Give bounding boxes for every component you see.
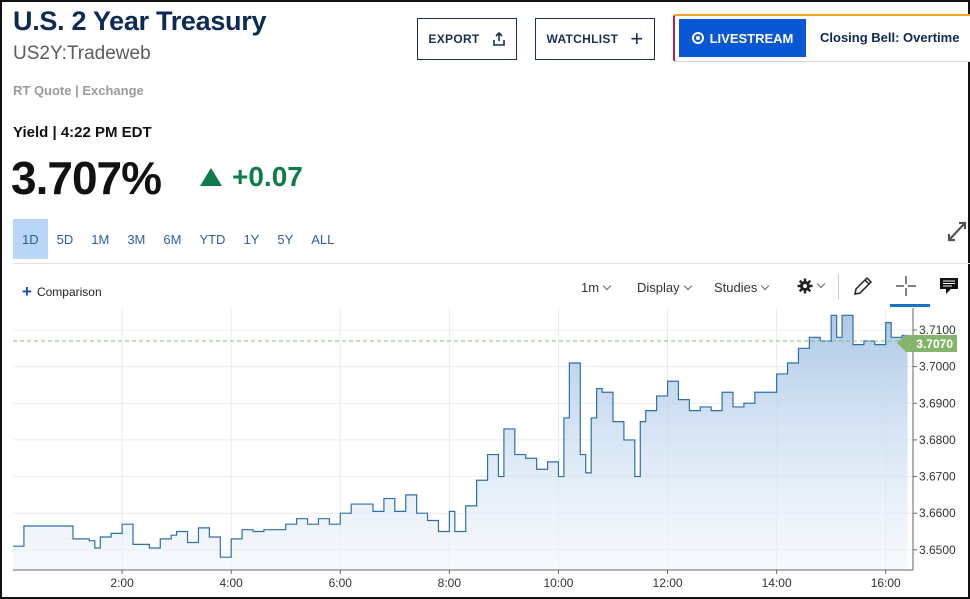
range-3m[interactable]: 3M: [127, 231, 146, 247]
interval-dropdown[interactable]: 1m: [581, 280, 612, 295]
current-yield: 3.707%: [11, 152, 162, 204]
interval-label: 1m: [581, 280, 600, 295]
page-title: U.S. 2 Year Treasury: [13, 6, 267, 36]
range-ytd[interactable]: YTD: [199, 231, 226, 247]
livestream-show-title[interactable]: Closing Bell: Overtime: [820, 30, 960, 45]
y-tick-label-2: 3.6700: [919, 470, 956, 484]
y-tick-label-5: 3.7000: [919, 360, 956, 374]
range-1m[interactable]: 1M: [91, 231, 110, 247]
display-dropdown[interactable]: Display: [637, 280, 692, 295]
toolbar-separator: [838, 274, 839, 300]
watchlist-button[interactable]: WATCHLIST +: [535, 18, 655, 60]
range-5d[interactable]: 5D: [56, 231, 74, 247]
crosshair-active-indicator: [890, 304, 930, 307]
comparison-label: Comparison: [36, 285, 102, 299]
studies-dropdown[interactable]: Studies: [714, 280, 770, 295]
range-all[interactable]: ALL: [311, 231, 335, 247]
watchlist-label: WATCHLIST: [546, 32, 619, 46]
y-tick-label-6: 3.7100: [919, 323, 956, 337]
range-6m[interactable]: 6M: [163, 231, 182, 247]
range-5y[interactable]: 5Y: [277, 231, 294, 247]
crosshair-icon[interactable]: [895, 275, 917, 297]
gear-icon: [797, 278, 813, 294]
x-tick-label-6: 14:00: [762, 576, 792, 590]
comment-icon[interactable]: [939, 277, 959, 295]
export-icon: [492, 32, 505, 46]
x-tick-label-4: 10:00: [543, 576, 573, 590]
y-tick-label-1: 3.6600: [919, 506, 956, 520]
studies-label: Studies: [714, 280, 758, 295]
settings-dropdown[interactable]: [797, 278, 826, 294]
chevron-down-icon: [761, 281, 770, 290]
toolbar-divider: [13, 263, 970, 264]
x-tick-label-7: 16:00: [871, 576, 901, 590]
change-indicator: +0.07: [200, 161, 303, 193]
plus-icon: +: [630, 26, 644, 51]
livestream-label: LIVESTREAM: [709, 30, 794, 46]
plus-icon: +: [22, 282, 32, 301]
live-radio-icon: [691, 32, 704, 44]
last-value-label: 3.7070: [897, 335, 957, 352]
time-range-selector: 1D 5D 1M 3M 6M YTD 1Y 5Y ALL: [13, 219, 343, 259]
y-tick-label-3: 3.6800: [919, 433, 956, 447]
range-1d[interactable]: 1D: [13, 219, 48, 259]
chevron-down-icon: [816, 279, 826, 289]
x-tick-label-2: 6:00: [329, 576, 353, 590]
chevron-down-icon: [683, 281, 692, 290]
range-1y[interactable]: 1Y: [243, 231, 260, 247]
export-label: EXPORT: [428, 32, 480, 46]
y-tick-label-0: 3.6500: [919, 543, 956, 557]
livestream-banner[interactable]: LIVESTREAM Closing Bell: Overtime: [673, 14, 970, 62]
up-arrow-icon: [200, 168, 222, 186]
export-button[interactable]: EXPORT: [417, 18, 517, 60]
series-area: [13, 315, 908, 570]
series-line: [13, 314, 909, 558]
comparison-button[interactable]: + Comparison: [22, 282, 102, 302]
x-tick-label-5: 12:00: [653, 576, 683, 590]
symbol-label: US2Y:Tradeweb: [13, 43, 151, 64]
x-tick-label-3: 8:00: [438, 576, 462, 590]
change-value: +0.07: [232, 161, 303, 192]
y-tick-label-4: 3.6900: [919, 396, 956, 410]
display-label: Display: [637, 280, 680, 295]
x-tick-label-1: 4:00: [220, 576, 244, 590]
chevron-down-icon: [602, 281, 612, 290]
yield-timestamp: Yield | 4:22 PM EDT: [13, 124, 152, 141]
livestream-button[interactable]: LIVESTREAM: [679, 19, 806, 57]
price-chart[interactable]: 3.6500 3.6600 3.6700 3.6800 3.6900 3.7000 3.71…: [13, 308, 970, 597]
x-tick-label-0: 2:00: [110, 576, 134, 590]
expand-icon[interactable]: [946, 219, 968, 243]
quote-source: RT Quote | Exchange: [13, 83, 144, 98]
pencil-icon[interactable]: [852, 275, 874, 297]
